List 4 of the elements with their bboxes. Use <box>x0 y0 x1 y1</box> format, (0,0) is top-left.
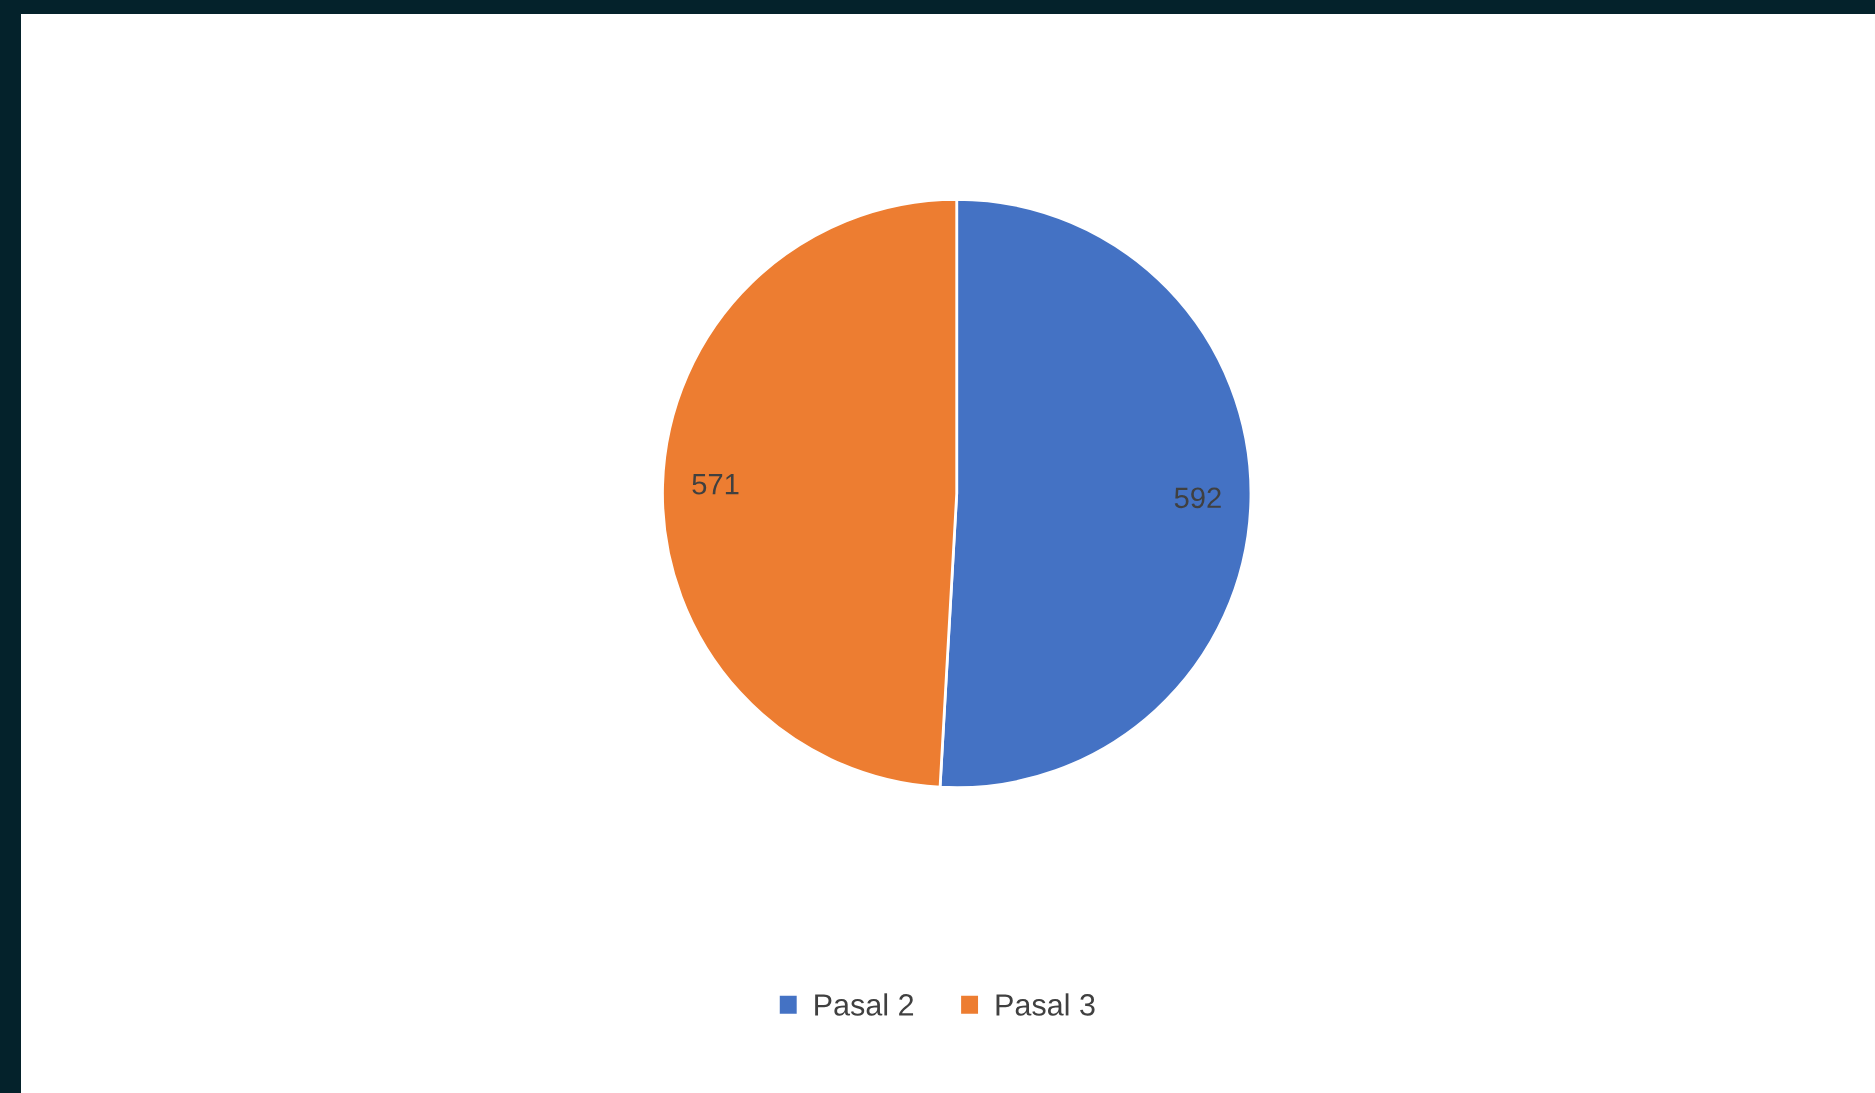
data-label: 592 <box>1174 487 1221 509</box>
data-label: 571 <box>692 474 739 495</box>
legend-label: Pasal 2 <box>815 993 914 1016</box>
legend-label: Pasal 3 <box>996 993 1095 1016</box>
